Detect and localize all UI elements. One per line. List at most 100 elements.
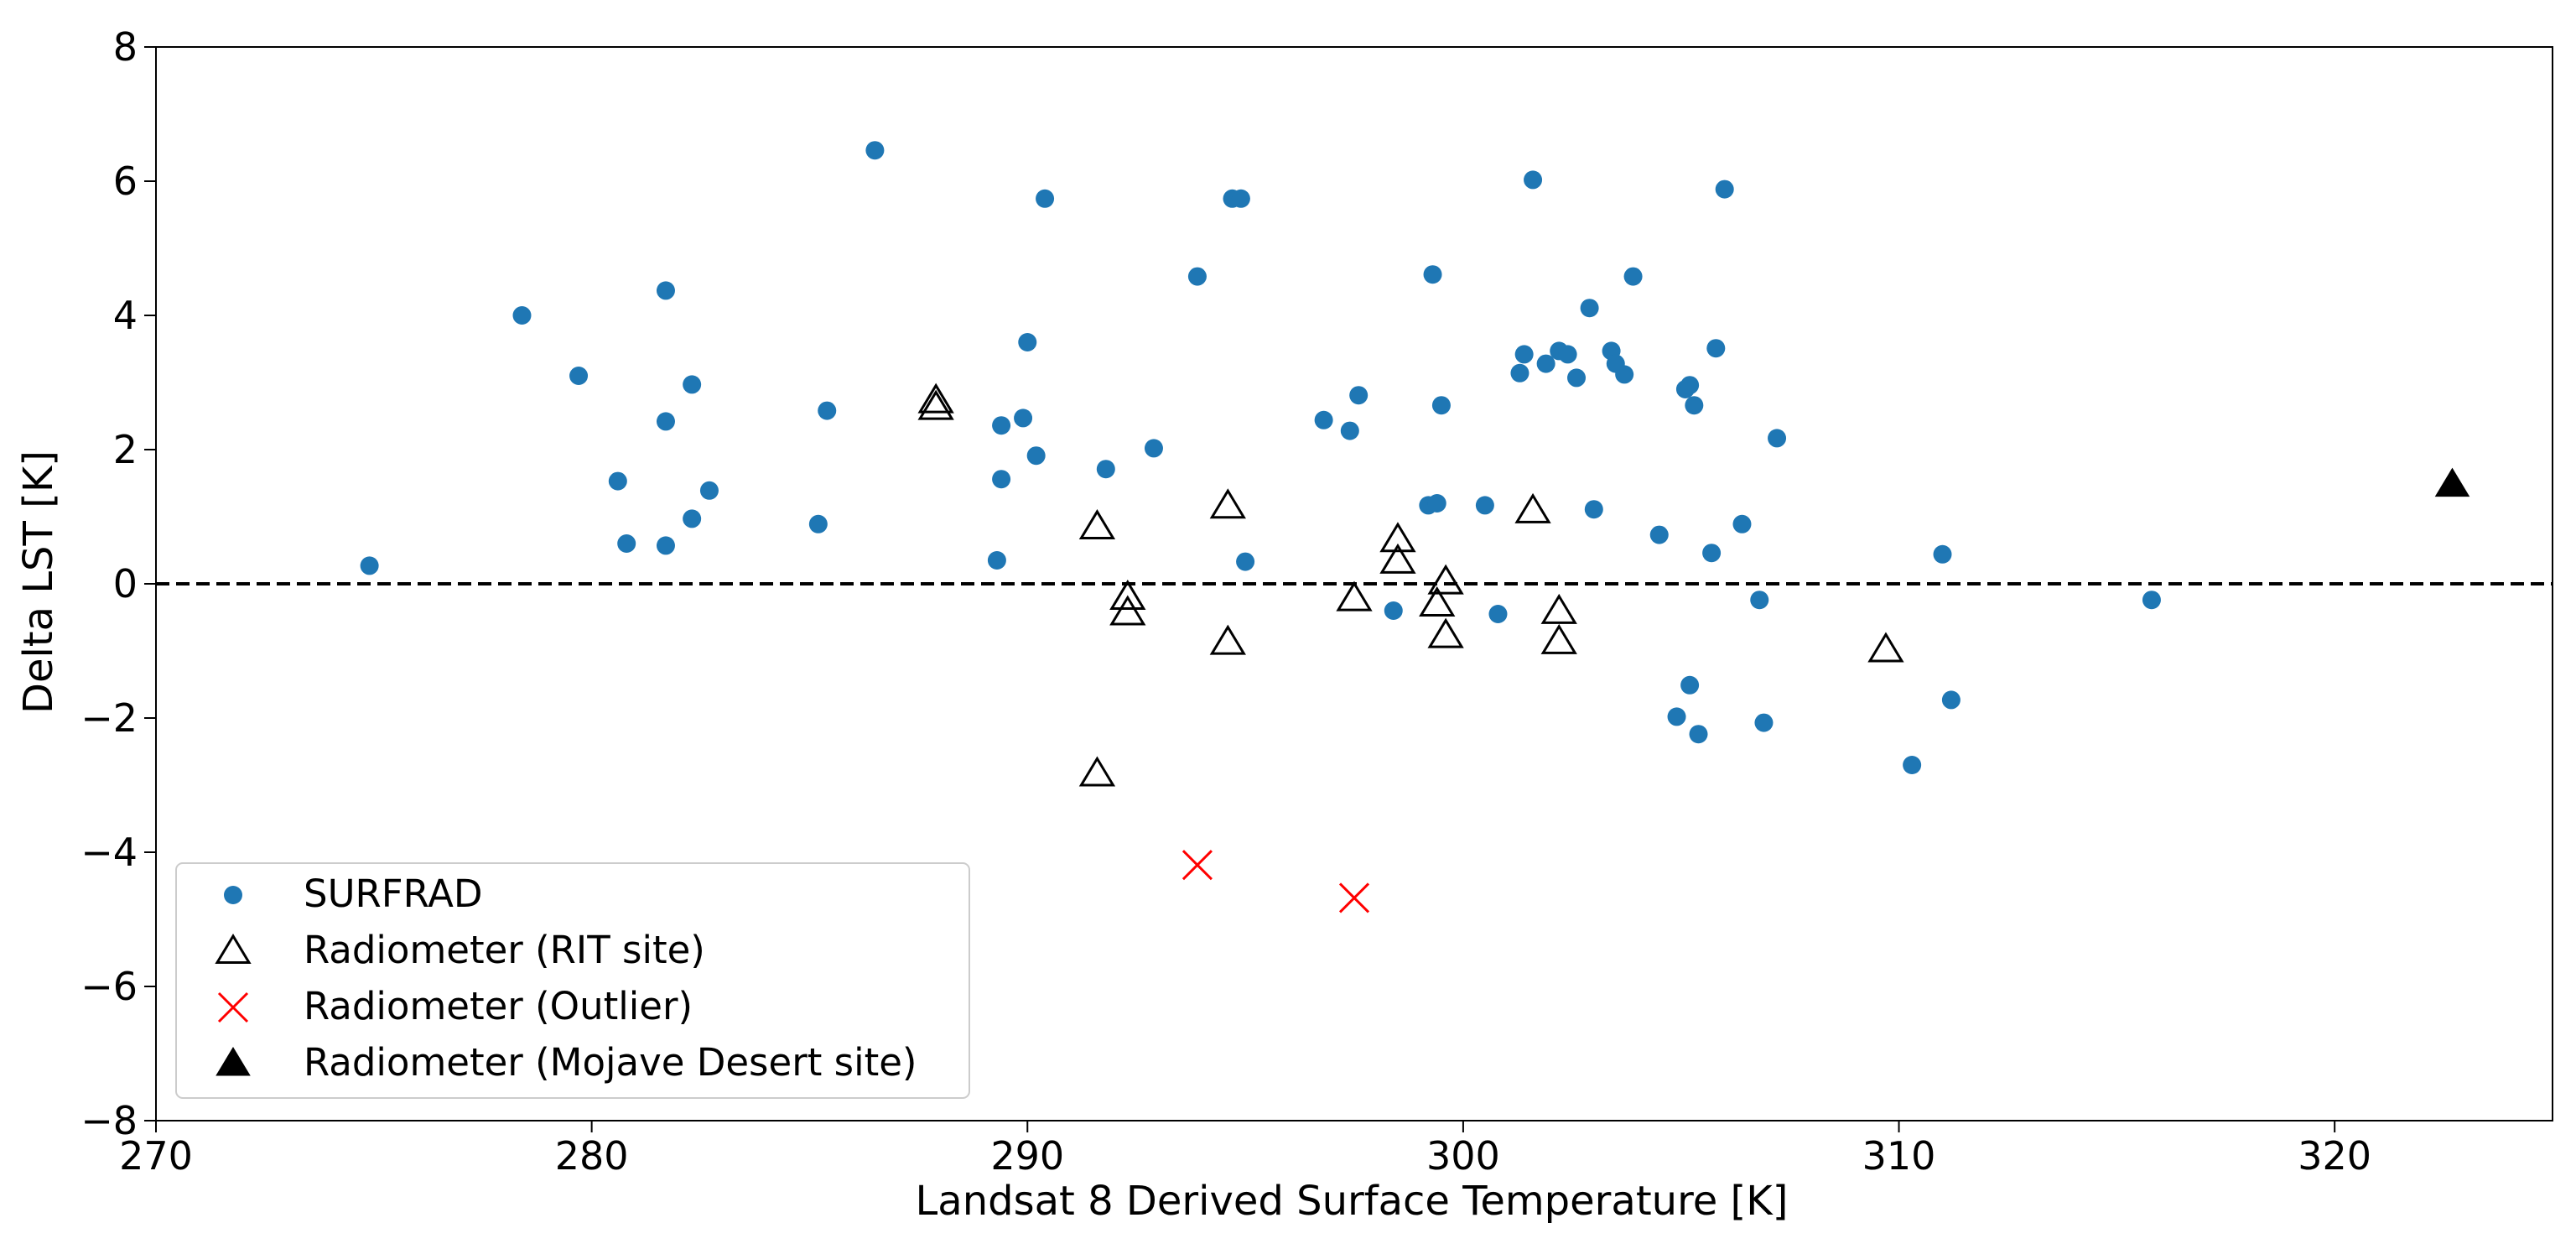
data-point	[2142, 591, 2161, 610]
data-point	[1078, 509, 1116, 540]
series-1	[917, 383, 1904, 787]
data-point	[987, 551, 1006, 570]
series-3	[2434, 467, 2470, 497]
data-point	[1187, 267, 1207, 286]
data-point	[1349, 386, 1368, 405]
x-tick-label: 270	[119, 1133, 193, 1179]
data-point	[1514, 492, 1551, 523]
data-point	[1903, 756, 1922, 774]
y-axis-label: Delta LST [K]	[15, 450, 62, 714]
x-tick-label: 300	[1426, 1133, 1500, 1179]
data-point	[1768, 429, 1787, 448]
legend-frame	[175, 862, 970, 1099]
legend-markers	[215, 886, 252, 1076]
data-point	[1419, 586, 1456, 617]
data-point	[1680, 376, 1700, 395]
x-tick-label: 290	[990, 1133, 1064, 1179]
data-point	[1615, 365, 1634, 384]
data-point	[1431, 396, 1451, 415]
data-point	[1427, 564, 1464, 595]
data-point	[1685, 396, 1704, 415]
legend-label-mojave: Radiometer (Mojave Desert site)	[304, 1040, 917, 1085]
data-point	[992, 470, 1011, 489]
data-point	[1933, 544, 1952, 564]
data-point	[1427, 617, 1464, 648]
data-point	[992, 416, 1011, 435]
data-point	[917, 389, 954, 420]
data-point	[1540, 623, 1577, 654]
data-point	[1536, 354, 1555, 373]
data-point	[569, 367, 589, 385]
y-tick-label: 6	[113, 159, 138, 204]
data-point	[1209, 488, 1246, 519]
y-tick-label: −2	[80, 695, 138, 741]
x-tick-label: 310	[1862, 1133, 1936, 1179]
data-point	[683, 509, 702, 528]
legend-marker	[216, 1047, 251, 1076]
data-point	[1514, 345, 1534, 364]
data-point	[1941, 690, 1961, 710]
data-point	[617, 534, 636, 553]
legend: SURFRAD Radiometer (RIT site) Radiometer…	[175, 862, 970, 1099]
data-point	[608, 471, 627, 491]
data-point	[1314, 410, 1333, 429]
data-point	[1584, 500, 1603, 519]
legend-label-outlier: Radiometer (Outlier)	[304, 984, 693, 1028]
data-point	[1379, 543, 1416, 574]
x-axis-label: Landsat 8 Derived Surface Temperature [K…	[916, 1178, 1789, 1225]
y-tick-label: 8	[113, 24, 138, 70]
data-point	[1706, 339, 1726, 358]
data-point	[865, 141, 885, 160]
data-point	[1231, 189, 1250, 208]
series-2	[1182, 850, 1370, 913]
data-point	[1236, 552, 1255, 571]
data-point	[1702, 544, 1722, 563]
data-layer	[360, 141, 2470, 913]
data-point	[656, 412, 675, 431]
y-tick-label: 0	[113, 561, 138, 606]
data-point	[2434, 467, 2470, 497]
data-point	[917, 383, 954, 414]
y-tick-label: 4	[113, 293, 138, 338]
data-point	[1340, 421, 1359, 440]
data-point	[656, 281, 675, 300]
legend-label-surfrad: SURFRAD	[304, 872, 483, 916]
data-point	[1667, 707, 1686, 726]
data-point	[1475, 496, 1494, 515]
data-point	[1384, 601, 1403, 620]
data-point	[1109, 580, 1146, 611]
data-point	[1109, 595, 1146, 626]
data-point	[1558, 345, 1577, 364]
data-point	[1754, 713, 1774, 732]
legend-label-rit: Radiometer (RIT site)	[304, 928, 705, 972]
data-point	[683, 375, 702, 394]
data-point	[1689, 725, 1708, 744]
data-point	[1182, 850, 1213, 881]
data-point	[1096, 460, 1115, 479]
data-point	[1540, 593, 1577, 624]
data-point	[1336, 580, 1373, 611]
data-point	[1567, 368, 1587, 388]
data-point	[1867, 632, 1904, 663]
data-point	[1078, 756, 1116, 787]
data-point	[1488, 605, 1508, 623]
data-point	[360, 556, 379, 575]
data-point	[1510, 363, 1530, 383]
data-point	[808, 514, 828, 533]
data-point	[1018, 333, 1037, 351]
y-tick-label: −8	[80, 1098, 138, 1143]
data-point	[1423, 265, 1442, 284]
data-point	[1427, 494, 1446, 513]
data-point	[1209, 624, 1246, 655]
x-tick-label: 280	[555, 1133, 629, 1179]
data-point	[1750, 591, 1769, 610]
data-point	[818, 401, 837, 420]
data-point	[1715, 180, 1734, 199]
data-point	[1144, 439, 1163, 458]
axis-layer: 270 280 290 300 310 320 −8 −6 −4 −2 0 2 4 6 8	[80, 24, 2371, 1179]
data-point	[1014, 409, 1033, 428]
y-tick-label: 2	[113, 427, 138, 472]
data-point	[1680, 675, 1700, 695]
legend-marker	[217, 991, 249, 1023]
data-point	[1379, 522, 1416, 553]
